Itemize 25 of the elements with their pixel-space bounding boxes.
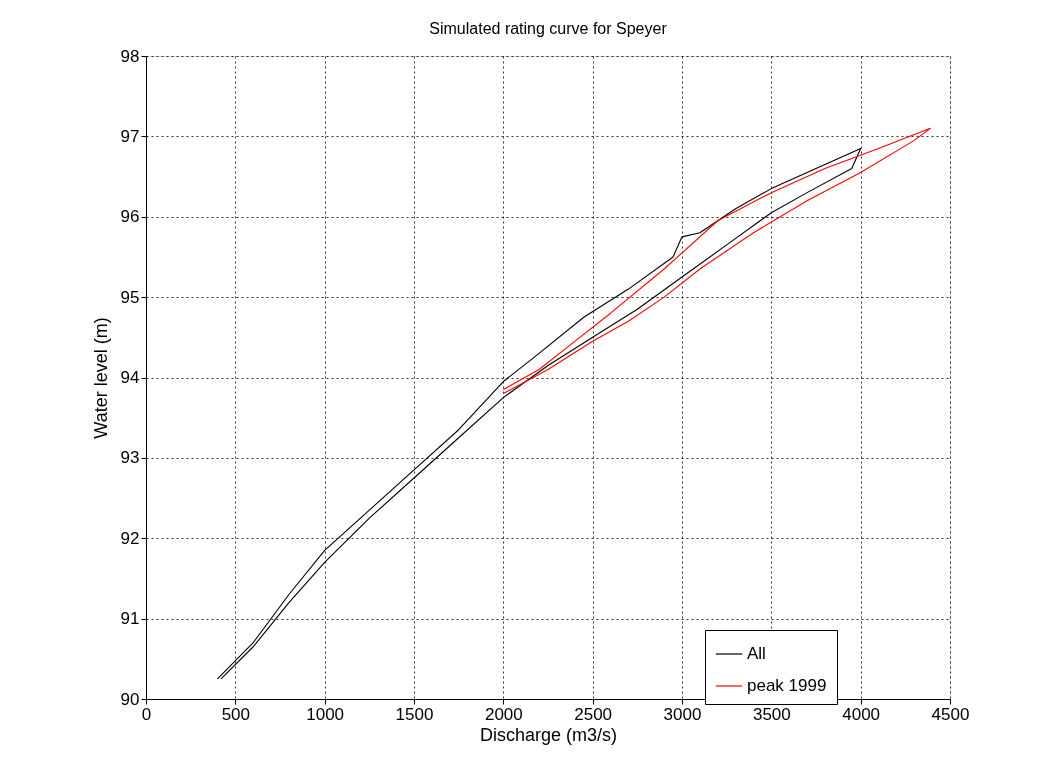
x-tick-label: 4000 xyxy=(842,704,881,724)
x-axis-title: Discharge (m3/s) xyxy=(479,724,618,745)
x-tick-label: 3000 xyxy=(663,704,702,724)
legend-label: All xyxy=(747,644,766,663)
line-series xyxy=(502,127,931,395)
y-tick-label: 94 xyxy=(120,368,140,387)
y-tick-label: 98 xyxy=(120,46,140,66)
x-tick-label: 1500 xyxy=(395,704,434,724)
x-tick-label: 2000 xyxy=(484,704,523,724)
legend-label: peak 1999 xyxy=(747,676,827,695)
y-axis-title: Water level (m) xyxy=(90,317,111,439)
y-tick-label: 91 xyxy=(120,609,140,629)
y-tick-label: 96 xyxy=(120,207,140,227)
y-tick-label: 90 xyxy=(120,689,140,709)
chart-title: Simulated rating curve for Speyer xyxy=(429,20,668,37)
x-tick-label: 1000 xyxy=(306,704,345,724)
x-tick-label: 500 xyxy=(221,704,251,724)
y-tick-label: 97 xyxy=(120,126,140,146)
y-tick-label: 92 xyxy=(120,528,140,548)
x-tick-label: 0 xyxy=(141,704,152,724)
x-tick-label: 2500 xyxy=(574,704,613,724)
x-tick-label: 3500 xyxy=(752,704,791,724)
y-tick-label: 95 xyxy=(120,287,140,307)
y-tick-label: 93 xyxy=(120,448,140,468)
x-tick-label: 4500 xyxy=(931,704,970,724)
